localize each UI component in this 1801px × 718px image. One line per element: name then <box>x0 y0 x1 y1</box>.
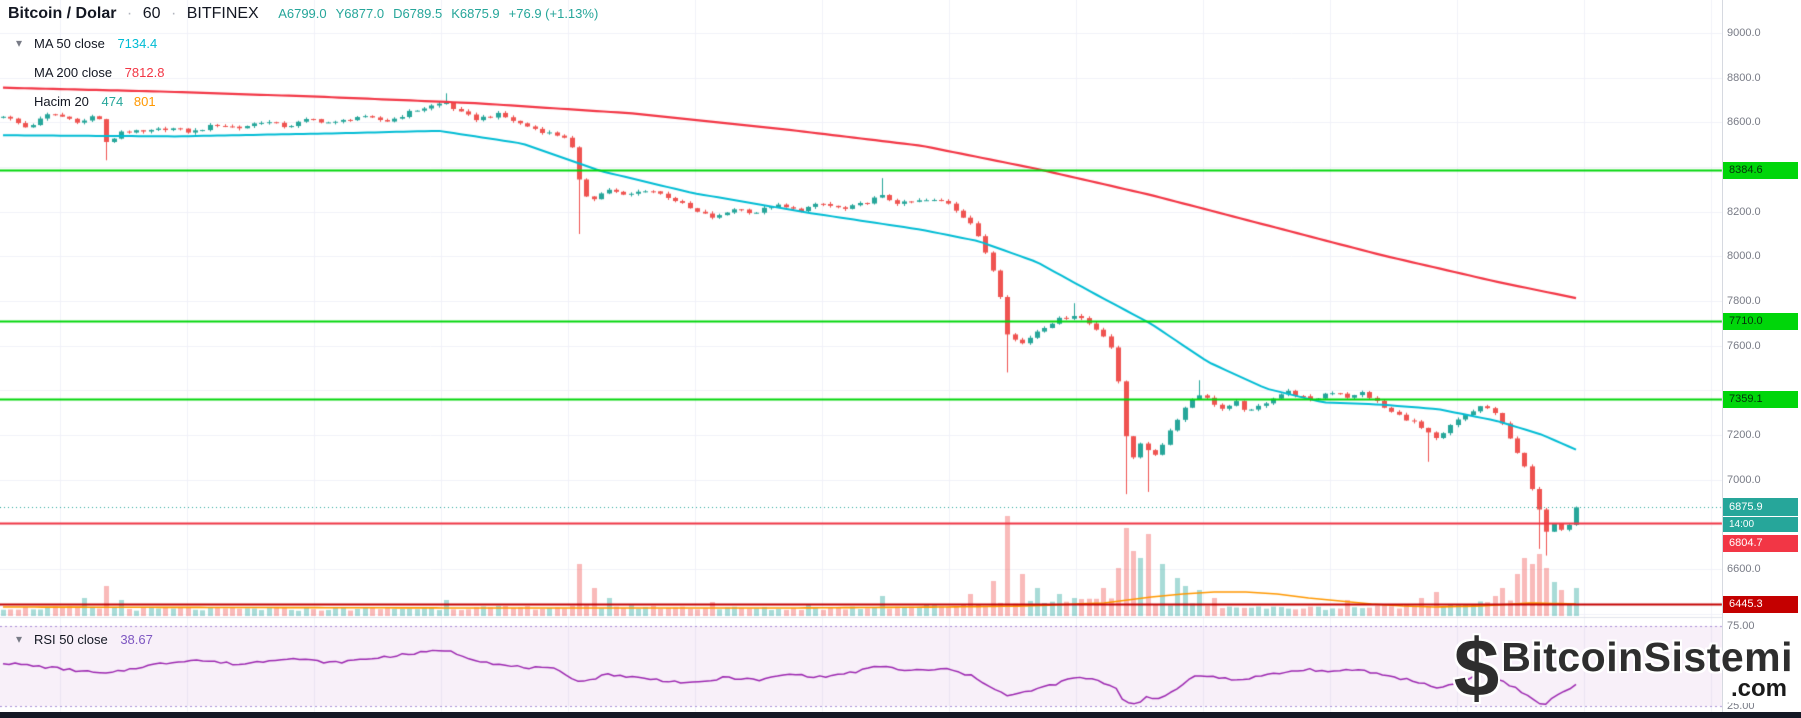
ma200-value: 7812.8 <box>124 65 165 80</box>
symbol-exchange: BITFINEX <box>186 5 259 22</box>
volume-label: Hacim 20 <box>34 94 89 109</box>
ma50-label: MA 50 close <box>34 36 105 51</box>
legend-rsi[interactable]: RSI 50 close 38.67 <box>34 632 153 647</box>
chevron-down-icon[interactable]: ▾ <box>15 632 23 646</box>
time-axis-strip <box>0 712 1801 718</box>
symbol-title: Bitcoin / Dolar <box>8 5 117 22</box>
symbol-legend[interactable]: Bitcoin / Dolar · 60 · BITFINEX A6799.0 Y… <box>8 5 598 23</box>
symbol-interval: 60 <box>142 5 161 22</box>
volume-ma-value: 801 <box>133 94 156 109</box>
separator-dot: · <box>126 5 133 22</box>
chevron-down-icon[interactable]: ▾ <box>15 36 23 50</box>
volume-value: 474 <box>101 94 124 109</box>
legend-ma200[interactable]: MA 200 close 7812.8 <box>34 65 164 80</box>
price-axis-border[interactable] <box>1722 0 1723 712</box>
separator-dot: · <box>170 5 177 22</box>
rsi-label: RSI 50 close <box>34 632 108 647</box>
legend-ma50[interactable]: MA 50 close 7134.4 <box>34 36 157 51</box>
watermark-tld: .com <box>1724 675 1793 703</box>
ma50-value: 7134.4 <box>117 36 158 51</box>
watermark-name: BitcoinSistemi <box>1501 634 1793 680</box>
ma200-label: MA 200 close <box>34 65 113 80</box>
rsi-value: 38.67 <box>120 632 153 647</box>
watermark-logo: $ BitcoinSistemi .com <box>1453 623 1793 714</box>
ohlc-values: A6799.0 Y6877.0 D6789.5 K6875.9 +76.9 (+1.13… <box>278 6 599 21</box>
bitcoin-dollar-icon: $ <box>1453 623 1500 714</box>
legend-volume[interactable]: Hacim 20 474 801 <box>34 94 156 109</box>
